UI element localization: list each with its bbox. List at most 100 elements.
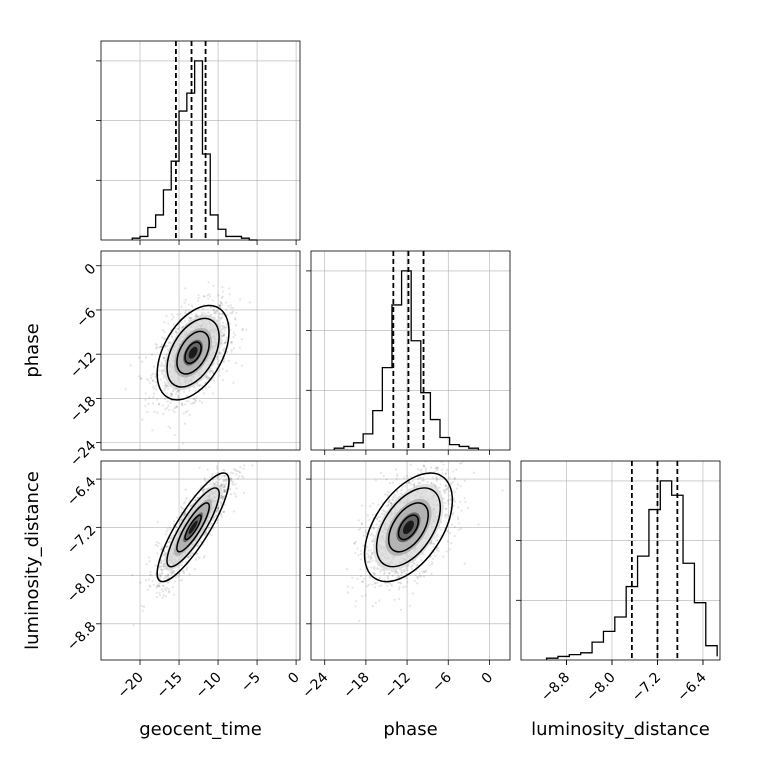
scatter-point: [393, 598, 396, 601]
scatter-point: [182, 507, 185, 510]
scatter-point: [221, 327, 225, 330]
scatter-point: [194, 315, 197, 318]
scatter-point: [184, 488, 187, 491]
scatter-point: [140, 377, 143, 380]
scatter-point: [157, 346, 161, 349]
scatter-point: [206, 294, 209, 297]
scatter-point: [398, 576, 401, 579]
scatter-point: [433, 470, 437, 473]
scatter-point: [201, 401, 204, 404]
scatter-point: [377, 519, 380, 523]
scatter-point: [153, 410, 156, 413]
scatter-point: [220, 515, 223, 518]
scatter-point: [205, 375, 208, 378]
scatter-point: [452, 497, 455, 500]
scatter-point: [372, 527, 376, 530]
scatter-point: [421, 479, 424, 482]
scatter-point: [403, 476, 406, 479]
scatter-point: [152, 395, 155, 399]
scatter-point: [383, 569, 386, 572]
scatter-point: [369, 556, 373, 559]
scatter-point: [198, 384, 201, 387]
scatter-point: [202, 295, 205, 298]
scatter-point: [163, 577, 166, 580]
scatter-point: [173, 433, 176, 437]
scatter-point: [183, 320, 187, 323]
scatter-point: [189, 317, 192, 320]
scatter-point: [148, 556, 151, 559]
scatter-point: [403, 568, 406, 571]
scatter-point: [409, 482, 412, 485]
scatter-point: [175, 404, 178, 408]
x-tick-label-luminosity_distance: −6.4: [674, 669, 709, 704]
scatter-point: [211, 392, 215, 395]
scatter-point: [432, 545, 435, 549]
scatter-point: [198, 399, 201, 402]
scatter-point: [217, 359, 221, 362]
scatter-point: [223, 329, 226, 332]
scatter-point: [419, 469, 422, 472]
scatter-point: [221, 495, 225, 499]
scatter-point: [373, 573, 376, 576]
scatter-point: [211, 299, 215, 302]
scatter-point: [159, 364, 162, 367]
scatter-point: [203, 488, 206, 491]
scatter-point: [176, 566, 179, 569]
scatter-point: [433, 554, 437, 557]
scatter-point: [361, 504, 364, 507]
scatter-point: [359, 527, 362, 530]
scatter-point: [417, 478, 420, 481]
scatter-point: [155, 586, 158, 589]
contour-line-2.0: [397, 514, 420, 541]
scatter-point: [453, 476, 456, 479]
scatter-point: [240, 338, 243, 341]
scatter-point: [373, 586, 377, 589]
scatter-point: [423, 465, 426, 468]
scatter-point: [370, 551, 373, 554]
scatter-point: [187, 319, 190, 322]
scatter-point: [218, 374, 221, 377]
scatter-point: [203, 295, 206, 298]
scatter-point: [401, 586, 405, 589]
scatter-point: [177, 396, 180, 399]
scatter-point: [164, 344, 167, 347]
scatter-point: [230, 479, 233, 483]
scatter-point: [216, 471, 219, 475]
scatter-point: [155, 343, 159, 347]
scatter-point: [220, 301, 223, 305]
scatter-point: [387, 503, 390, 507]
scatter-point: [156, 520, 159, 524]
scatter-point: [208, 376, 211, 380]
scatter-point: [360, 522, 363, 525]
density-shade-4: [188, 520, 198, 535]
scatter-point: [356, 547, 359, 550]
scatter-point: [158, 565, 161, 568]
scatter-point: [234, 333, 237, 337]
scatter-frame-geocent_time-phase: [100, 250, 301, 451]
scatter-point: [385, 505, 388, 508]
scatter-point: [234, 361, 237, 364]
scatter-point: [151, 402, 155, 405]
scatter-point: [148, 584, 151, 587]
scatter-point: [354, 540, 357, 544]
scatter-point: [415, 564, 418, 567]
scatter-point: [448, 531, 451, 535]
scatter-point: [390, 502, 393, 505]
x-tick-label-phase: −18: [341, 670, 373, 702]
scatter-point: [447, 502, 450, 505]
scatter-point: [223, 474, 226, 477]
scatter-point: [361, 580, 364, 583]
scatter-point: [207, 311, 210, 314]
scatter-point: [414, 573, 417, 577]
scatter-point: [162, 564, 165, 568]
scatter-point: [217, 506, 220, 509]
scatter-point: [221, 492, 224, 495]
scatter-point: [198, 556, 201, 560]
scatter-point: [159, 378, 162, 381]
scatter-point: [395, 496, 398, 499]
scatter-point: [163, 387, 166, 390]
contour-line-1.5: [176, 502, 210, 553]
scatter-point: [209, 305, 213, 309]
scatter-point: [235, 487, 238, 490]
scatter-point: [444, 473, 447, 476]
